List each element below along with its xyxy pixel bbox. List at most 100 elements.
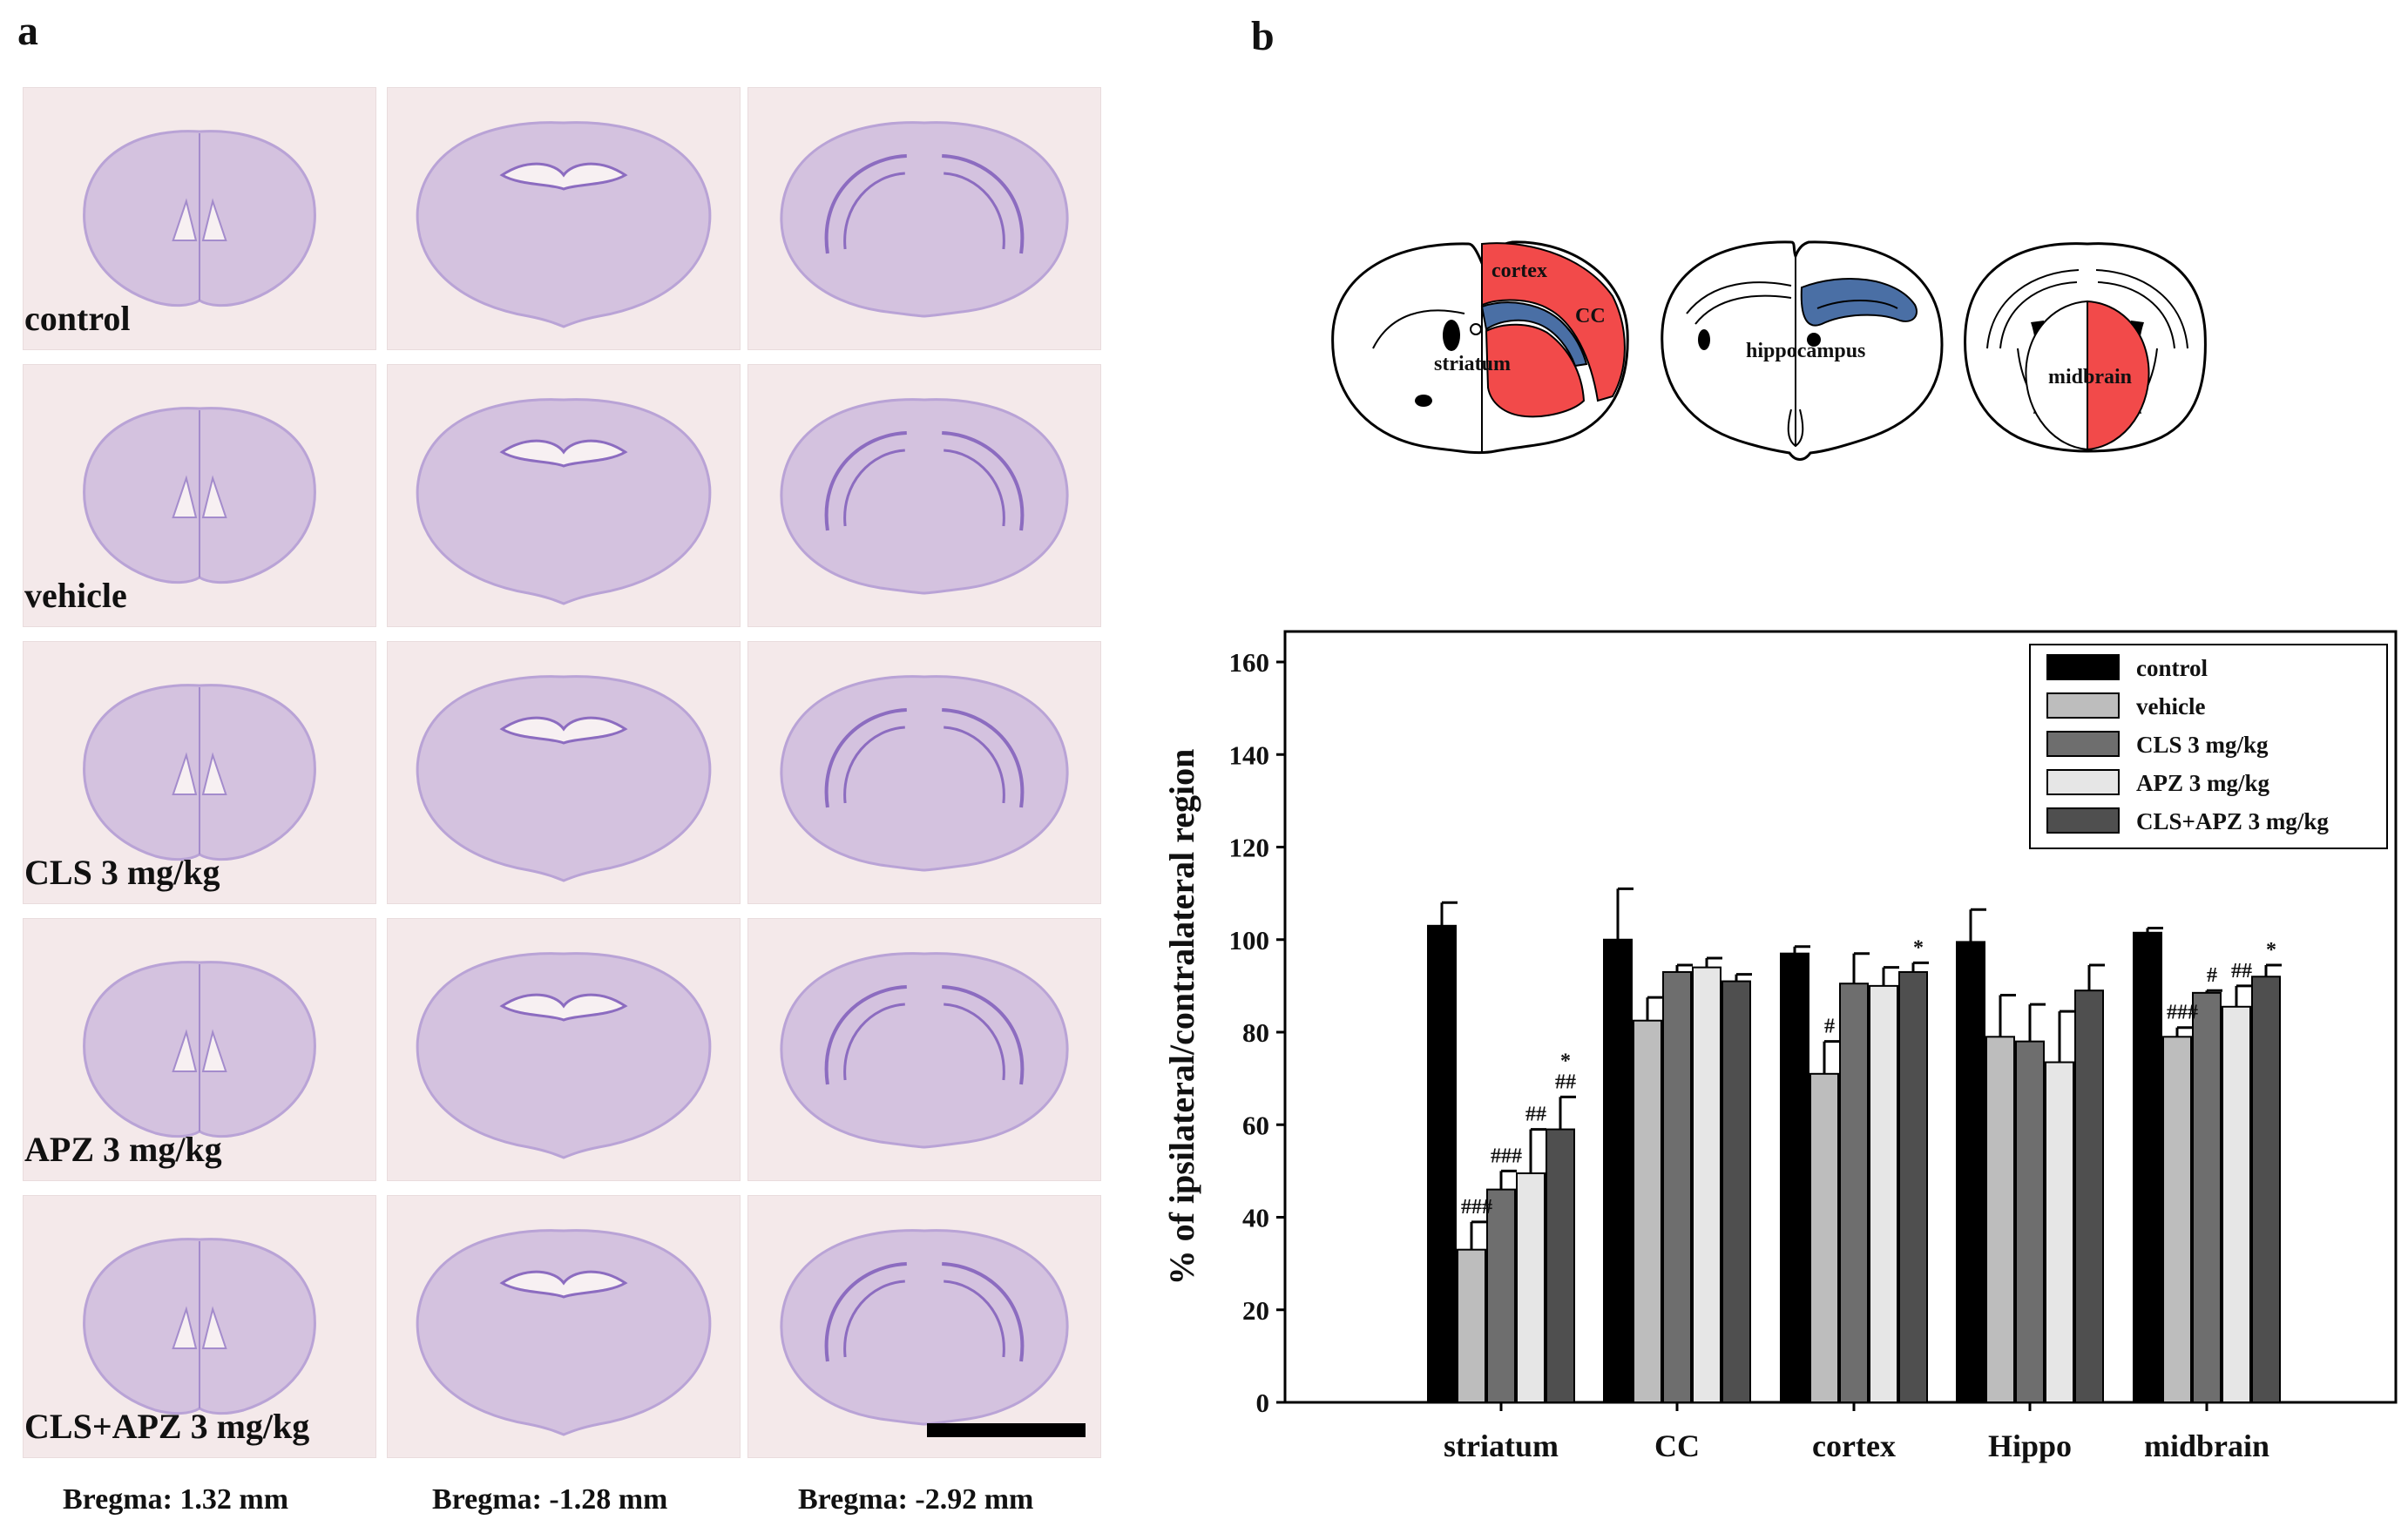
bar	[2192, 991, 2222, 1403]
brain-section-image	[747, 641, 1101, 904]
legend-label: APZ 3 mg/kg	[2136, 770, 2270, 796]
bar	[2015, 1040, 2045, 1403]
legend-swatch	[2046, 731, 2120, 757]
bar	[1662, 970, 1692, 1403]
y-tick-label: 80	[1242, 1017, 1269, 1048]
brain-section-image	[747, 918, 1101, 1181]
bar	[1839, 983, 1869, 1403]
significance-marker: ##	[1525, 1104, 1546, 1126]
brain-section-image	[23, 87, 376, 350]
bar	[1516, 1172, 1546, 1403]
x-category-label: striatum	[1444, 1428, 1559, 1463]
legend-label: CLS 3 mg/kg	[2136, 732, 2269, 758]
chart-layer: 0 20 40 60 80 100 120 140 160 striatum CC cortex Hip…	[1229, 630, 2398, 1463]
y-tick-label: 60	[1242, 1110, 1269, 1140]
bar	[1546, 1128, 1575, 1403]
brain-section-image	[23, 1195, 376, 1458]
label-cortex: cortex	[1491, 260, 1547, 282]
legend-swatch	[2046, 692, 2120, 719]
x-category-label: cortex	[1812, 1428, 1896, 1463]
bar	[1869, 984, 1898, 1403]
legend-swatch	[2046, 807, 2120, 834]
bregma-label-1: Bregma: 1.32 mm	[63, 1483, 289, 1516]
significance-marker: ##	[1555, 1070, 1576, 1093]
label-midbrain: midbrain	[2048, 366, 2132, 388]
bar	[2133, 931, 2162, 1403]
panel-b-letter: b	[1251, 13, 1275, 59]
bar	[1427, 924, 1457, 1403]
brain-region-schematics: cortex CC striatum hippocampus	[1321, 218, 2209, 479]
label-striatum: striatum	[1434, 353, 1511, 375]
brain-section-image	[387, 1195, 741, 1458]
bar	[2074, 989, 2104, 1403]
bregma-label-2: Bregma: -1.28 mm	[432, 1483, 668, 1516]
y-tick-label: 20	[1242, 1295, 1269, 1326]
brain-section-image	[23, 364, 376, 627]
group-label: vehicle	[24, 576, 127, 615]
bar	[1956, 941, 1985, 1403]
bar	[2162, 1036, 2192, 1403]
label-hippocampus: hippocampus	[1746, 340, 1865, 362]
bar	[1809, 1072, 1839, 1403]
bar	[1985, 1036, 2015, 1403]
bar	[1633, 1019, 1662, 1403]
bar	[1486, 1188, 1516, 1403]
y-tick-label: 160	[1229, 647, 1270, 678]
significance-marker: *	[1913, 936, 1924, 959]
bar	[2222, 1005, 2251, 1403]
significance-marker: ##	[2231, 960, 2252, 983]
y-tick-label: 140	[1229, 739, 1270, 770]
schematic-striatum-section: cortex CC striatum	[1331, 240, 1629, 454]
brain-section-image	[23, 918, 376, 1181]
brain-section-image	[387, 87, 741, 350]
y-tick-label: 0	[1256, 1388, 1270, 1418]
brain-section-image	[747, 1195, 1101, 1458]
schematic-midbrain-section: midbrain	[1964, 242, 2207, 453]
bregma-label-3: Bregma: -2.92 mm	[798, 1483, 1034, 1516]
y-tick-label: 120	[1229, 833, 1270, 863]
bar	[1457, 1248, 1486, 1403]
brain-section-image	[747, 87, 1101, 350]
significance-marker: ###	[1491, 1145, 1522, 1167]
legend-label: vehicle	[2136, 693, 2205, 719]
brain-section-image	[387, 641, 741, 904]
bar	[1898, 970, 1928, 1403]
group-label: CLS 3 mg/kg	[24, 853, 220, 892]
legend-label: control	[2136, 655, 2208, 681]
brain-section-image	[387, 364, 741, 627]
striatum-region	[1485, 323, 1586, 418]
group-label: CLS+APZ 3 mg/kg	[24, 1407, 310, 1446]
significance-marker: #	[2207, 964, 2217, 987]
y-tick-label: 40	[1242, 1203, 1269, 1233]
panel-a-letter: a	[17, 8, 38, 54]
bar	[2045, 1061, 2074, 1403]
brain-section-image	[23, 641, 376, 904]
label-cc: CC	[1575, 305, 1606, 328]
bar-chart: % of ipsilateral/contralateral region 0 2…	[1159, 610, 2405, 1498]
scale-bar	[927, 1423, 1086, 1437]
midbrain-region	[2087, 300, 2150, 451]
cortex-region	[1481, 242, 1626, 402]
y-axis-label: % of ipsilateral/contralateral region	[1162, 749, 1201, 1286]
legend-swatch	[2046, 654, 2120, 680]
x-category-label: CC	[1654, 1428, 1700, 1463]
bar	[1692, 966, 1721, 1403]
bar	[1721, 980, 1751, 1403]
bar	[1780, 952, 1809, 1403]
legend-label: CLS+APZ 3 mg/kg	[2136, 808, 2329, 834]
legend-swatch	[2046, 769, 2120, 795]
x-category-label: Hippo	[1988, 1428, 2072, 1463]
schematic-hippocampus-section: hippocampus	[1661, 240, 1944, 461]
significance-marker: ###	[2167, 1002, 2198, 1024]
y-tick-label: 100	[1229, 925, 1270, 956]
schematics-svg: cortex CC striatum hippocampus	[1331, 240, 2207, 461]
bar	[2251, 976, 2281, 1403]
significance-marker: *	[2266, 939, 2276, 962]
significance-marker: ###	[1461, 1196, 1492, 1219]
x-category-label: midbrain	[2144, 1428, 2269, 1463]
bar	[1603, 938, 1633, 1403]
brain-section-image	[747, 364, 1101, 627]
hippocampus-region	[1800, 277, 1918, 327]
group-label: APZ 3 mg/kg	[24, 1130, 222, 1169]
brain-section-image	[387, 918, 741, 1181]
